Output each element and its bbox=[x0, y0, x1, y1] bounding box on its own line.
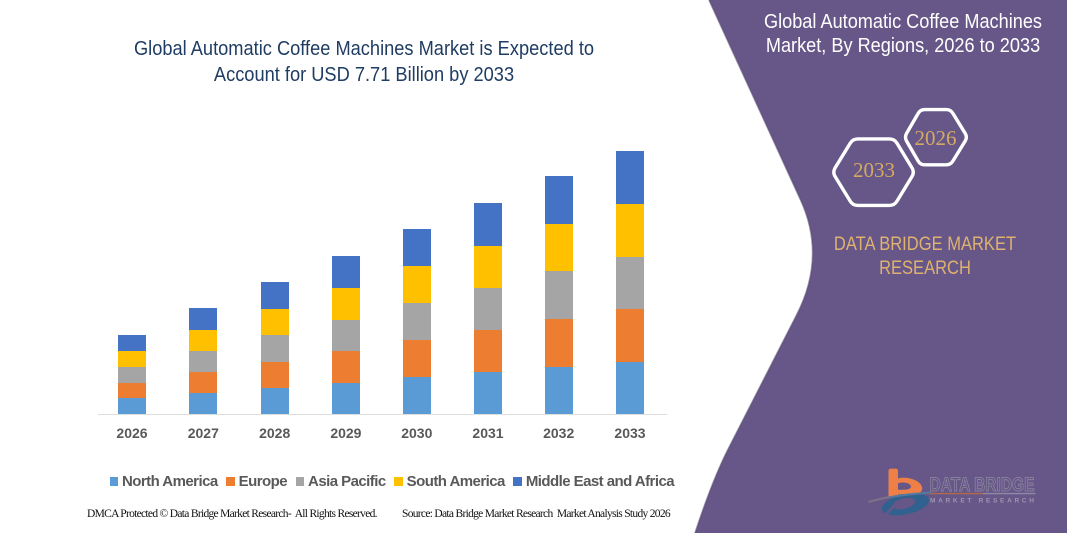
svg-text:MARKET RESEARCH: MARKET RESEARCH bbox=[930, 498, 1034, 505]
svg-text:DATA BRIDGE: DATA BRIDGE bbox=[930, 474, 1035, 496]
